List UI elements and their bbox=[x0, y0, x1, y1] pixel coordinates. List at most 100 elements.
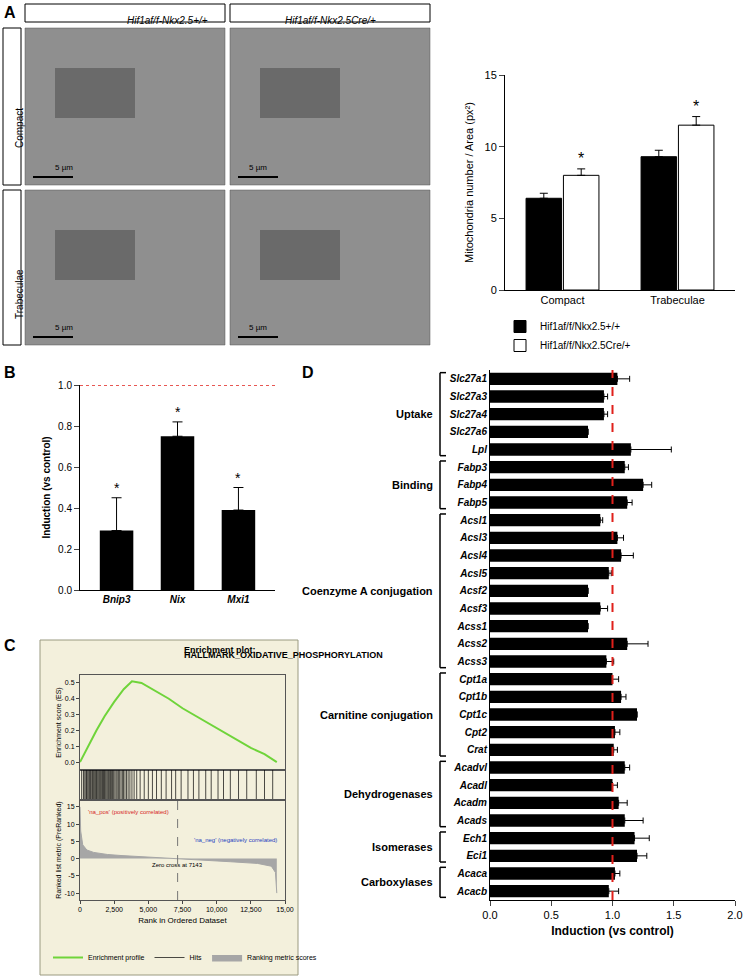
svg-text:2.0: 2.0 bbox=[727, 909, 742, 921]
svg-text:1.0: 1.0 bbox=[58, 380, 72, 391]
svg-text:2,500: 2,500 bbox=[105, 906, 123, 913]
svg-text:Acadvl: Acadvl bbox=[453, 762, 487, 773]
svg-text:Acsf2: Acsf2 bbox=[459, 585, 488, 596]
svg-text:15: 15 bbox=[485, 69, 497, 81]
svg-text:Hif1af/f-Nkx2.5Cre/+: Hif1af/f-Nkx2.5Cre/+ bbox=[285, 15, 376, 26]
svg-text:Slc27a1: Slc27a1 bbox=[450, 373, 488, 384]
svg-text:Induction (vs control): Induction (vs control) bbox=[41, 436, 52, 538]
svg-text:'na_neg' (negatively correlate: 'na_neg' (negatively correlated) bbox=[194, 837, 277, 843]
svg-text:Enrichment profile: Enrichment profile bbox=[88, 954, 145, 962]
svg-text:Slc27a6: Slc27a6 bbox=[450, 426, 488, 437]
svg-text:Ranked list metric (PreRanked): Ranked list metric (PreRanked) bbox=[55, 801, 63, 898]
svg-text:Enrichment plot:: Enrichment plot: bbox=[184, 645, 256, 655]
svg-text:-10: -10 bbox=[64, 890, 74, 897]
svg-text:Binding: Binding bbox=[392, 479, 433, 491]
svg-text:0.4: 0.4 bbox=[65, 695, 75, 702]
svg-text:7,500: 7,500 bbox=[174, 906, 192, 913]
svg-text:0.3: 0.3 bbox=[65, 711, 75, 718]
svg-text:*: * bbox=[114, 480, 120, 496]
svg-text:Fabp5: Fabp5 bbox=[458, 497, 488, 508]
svg-text:5 µm: 5 µm bbox=[55, 323, 73, 332]
svg-text:0: 0 bbox=[78, 906, 82, 913]
svg-text:Acsl1: Acsl1 bbox=[459, 515, 487, 526]
svg-text:HALLMARK_OXIDATIVE_PHOSPHORYLA: HALLMARK_OXIDATIVE_PHOSPHORYLATION bbox=[184, 650, 383, 660]
svg-text:1.0: 1.0 bbox=[605, 909, 620, 921]
svg-text:Compact: Compact bbox=[540, 294, 584, 306]
svg-text:Slc27a3: Slc27a3 bbox=[450, 391, 488, 402]
svg-text:Acacb: Acacb bbox=[456, 886, 487, 897]
svg-text:Carboxylases: Carboxylases bbox=[361, 876, 433, 888]
svg-text:Mxi1: Mxi1 bbox=[227, 594, 250, 605]
svg-text:Enrichment score (ES): Enrichment score (ES) bbox=[55, 687, 63, 757]
svg-text:*: * bbox=[175, 404, 181, 420]
svg-text:'na_pos' (positively correlate: 'na_pos' (positively correlated) bbox=[88, 809, 169, 815]
svg-text:15: 15 bbox=[67, 803, 75, 810]
svg-text:Mitochondria number / Area (px: Mitochondria number / Area (px²) bbox=[463, 102, 475, 263]
svg-text:Cpt1a: Cpt1a bbox=[459, 674, 487, 685]
svg-text:0.2: 0.2 bbox=[65, 727, 75, 734]
svg-text:15,00: 15,00 bbox=[276, 906, 294, 913]
svg-text:0.4: 0.4 bbox=[58, 503, 72, 514]
svg-text:*: * bbox=[693, 98, 699, 115]
svg-text:0.6: 0.6 bbox=[58, 462, 72, 473]
svg-text:0: 0 bbox=[71, 855, 75, 862]
svg-text:Cpt1c: Cpt1c bbox=[459, 709, 487, 720]
svg-text:10: 10 bbox=[485, 141, 497, 153]
svg-text:12,500: 12,500 bbox=[240, 906, 262, 913]
svg-text:Compact: Compact bbox=[14, 108, 25, 148]
svg-text:Nix: Nix bbox=[170, 594, 186, 605]
svg-text:A: A bbox=[4, 4, 16, 21]
svg-text:*: * bbox=[235, 470, 241, 486]
svg-text:Hif1af/f/Nkx2.5Cre/+: Hif1af/f/Nkx2.5Cre/+ bbox=[540, 340, 630, 351]
svg-text:1.5: 1.5 bbox=[666, 909, 681, 921]
svg-text:0.0: 0.0 bbox=[58, 585, 72, 596]
svg-text:Acss3: Acss3 bbox=[457, 656, 488, 667]
svg-text:Acadm: Acadm bbox=[453, 797, 487, 808]
svg-text:Crat: Crat bbox=[467, 744, 488, 755]
svg-text:*: * bbox=[578, 150, 584, 167]
svg-text:Acsl4: Acsl4 bbox=[459, 550, 487, 561]
svg-text:0.0: 0.0 bbox=[482, 909, 497, 921]
svg-text:C: C bbox=[4, 637, 16, 654]
svg-text:Uptake: Uptake bbox=[396, 408, 433, 420]
svg-text:Acss2: Acss2 bbox=[457, 638, 488, 649]
svg-text:Rank in Ordered Dataset: Rank in Ordered Dataset bbox=[138, 916, 227, 925]
svg-text:Fabp4: Fabp4 bbox=[458, 479, 488, 490]
svg-text:Acsl5: Acsl5 bbox=[459, 568, 487, 579]
svg-text:5 µm: 5 µm bbox=[249, 323, 267, 332]
svg-text:5,000: 5,000 bbox=[140, 906, 158, 913]
svg-text:Cpt1b: Cpt1b bbox=[459, 691, 487, 702]
svg-text:Slc27a4: Slc27a4 bbox=[450, 409, 488, 420]
svg-text:Acadl: Acadl bbox=[459, 780, 487, 791]
svg-text:Zero cross at 7143: Zero cross at 7143 bbox=[152, 862, 203, 868]
svg-text:Coenzyme A conjugation: Coenzyme A conjugation bbox=[302, 585, 433, 597]
svg-text:Induction (vs control): Induction (vs control) bbox=[551, 924, 674, 938]
svg-text:Isomerases: Isomerases bbox=[372, 841, 433, 853]
svg-text:Lpl: Lpl bbox=[472, 444, 487, 455]
svg-text:Eci1: Eci1 bbox=[466, 850, 487, 861]
svg-text:Cpt2: Cpt2 bbox=[465, 727, 488, 738]
svg-text:0: 0 bbox=[491, 284, 497, 296]
svg-text:Dehydrogenases: Dehydrogenases bbox=[344, 788, 433, 800]
svg-text:Ranking metric scores: Ranking metric scores bbox=[247, 954, 317, 962]
svg-text:0.2: 0.2 bbox=[58, 544, 72, 555]
svg-text:0.8: 0.8 bbox=[58, 421, 72, 432]
svg-text:Hif1af/f/Nkx2.5+/+: Hif1af/f/Nkx2.5+/+ bbox=[540, 321, 620, 332]
svg-text:D: D bbox=[302, 364, 314, 381]
svg-text:Hits: Hits bbox=[190, 954, 203, 961]
svg-text:5: 5 bbox=[491, 212, 497, 224]
svg-text:5: 5 bbox=[71, 838, 75, 845]
svg-text:Ech1: Ech1 bbox=[463, 833, 487, 844]
svg-text:5 µm: 5 µm bbox=[55, 163, 73, 172]
svg-text:Bnip3: Bnip3 bbox=[103, 594, 131, 605]
svg-text:0.1: 0.1 bbox=[65, 743, 75, 750]
svg-text:Acaca: Acaca bbox=[457, 868, 488, 879]
svg-text:Fabp3: Fabp3 bbox=[458, 462, 488, 473]
svg-text:Carnitine conjugation: Carnitine conjugation bbox=[320, 709, 433, 721]
svg-text:0.0: 0.0 bbox=[65, 759, 75, 766]
svg-text:-5: -5 bbox=[68, 872, 74, 879]
svg-text:Acsf3: Acsf3 bbox=[459, 603, 488, 614]
svg-text:10,000: 10,000 bbox=[206, 906, 228, 913]
svg-text:10: 10 bbox=[67, 821, 75, 828]
svg-text:Hif1af/f-Nkx2.5+/+: Hif1af/f-Nkx2.5+/+ bbox=[127, 15, 208, 26]
